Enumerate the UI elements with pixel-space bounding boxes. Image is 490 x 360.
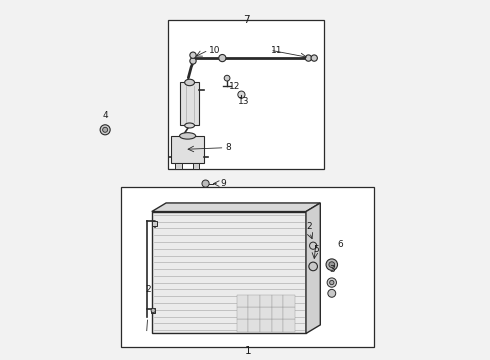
Bar	[175, 163, 181, 169]
Ellipse shape	[185, 79, 195, 86]
Circle shape	[202, 180, 209, 187]
Polygon shape	[152, 203, 320, 212]
Circle shape	[311, 55, 318, 61]
Circle shape	[305, 55, 312, 61]
Circle shape	[330, 280, 334, 285]
Text: 2: 2	[145, 285, 151, 294]
Bar	[248, 319, 260, 332]
Polygon shape	[306, 203, 320, 333]
Circle shape	[151, 308, 155, 312]
Bar	[151, 308, 155, 313]
Circle shape	[238, 91, 245, 98]
Ellipse shape	[179, 133, 196, 139]
Text: 1: 1	[245, 346, 252, 356]
Bar	[122, 187, 374, 347]
Circle shape	[328, 289, 336, 297]
Circle shape	[219, 54, 226, 62]
Circle shape	[310, 242, 317, 249]
Bar	[172, 136, 204, 163]
Text: 4: 4	[102, 111, 108, 120]
Text: 7: 7	[244, 15, 250, 25]
Text: 13: 13	[238, 97, 249, 106]
Circle shape	[102, 127, 108, 132]
Text: 8: 8	[225, 143, 231, 152]
Circle shape	[309, 262, 318, 271]
Bar	[248, 307, 260, 319]
Bar	[260, 295, 272, 307]
Polygon shape	[152, 212, 306, 333]
Circle shape	[329, 262, 335, 267]
Bar	[180, 82, 199, 126]
Text: 11: 11	[271, 46, 282, 55]
Circle shape	[326, 259, 338, 270]
Text: 6: 6	[338, 240, 343, 249]
Circle shape	[100, 125, 110, 135]
Circle shape	[327, 278, 337, 287]
Circle shape	[190, 58, 196, 64]
Bar	[260, 307, 272, 319]
Bar	[193, 163, 199, 169]
Bar	[283, 295, 295, 307]
Text: 9: 9	[220, 179, 226, 188]
Circle shape	[224, 75, 230, 81]
Text: 12: 12	[229, 82, 240, 91]
Bar	[237, 307, 248, 319]
Bar	[283, 307, 295, 319]
Bar	[272, 307, 283, 319]
Circle shape	[190, 52, 196, 58]
Bar	[272, 295, 283, 307]
Bar	[260, 319, 272, 332]
Bar	[272, 319, 283, 332]
Text: 3: 3	[329, 265, 335, 274]
Ellipse shape	[185, 123, 195, 128]
Bar	[237, 295, 248, 307]
Bar	[248, 295, 260, 307]
Text: 2: 2	[307, 222, 312, 231]
Bar	[237, 319, 248, 332]
Bar	[152, 221, 157, 226]
Text: 5: 5	[313, 244, 319, 253]
Text: 10: 10	[209, 46, 220, 55]
Bar	[283, 319, 295, 332]
Bar	[168, 21, 324, 169]
